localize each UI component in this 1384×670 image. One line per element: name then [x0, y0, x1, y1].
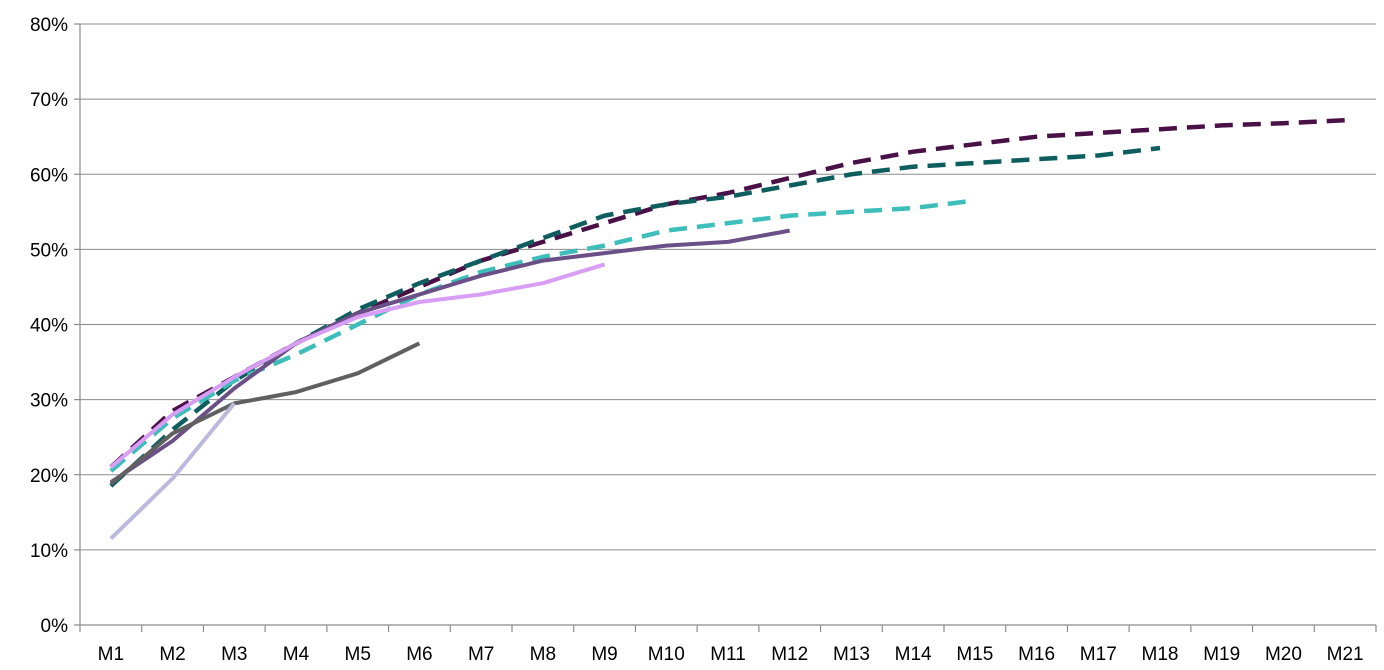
x-tick-label: M6 [406, 644, 432, 665]
axes [74, 23, 1377, 632]
x-tick-label: M15 [956, 644, 993, 665]
x-tick-label: M4 [283, 644, 310, 665]
x-tick-label: M21 [1327, 644, 1364, 665]
x-tick-label: M8 [530, 644, 556, 665]
x-tick-label: M1 [98, 644, 124, 665]
x-tick-label: M12 [771, 644, 808, 665]
x-tick-label: M13 [833, 644, 870, 665]
y-axis-tick-labels: 0% 10% 20% 30% 40% 50% 60% 70% 80% [30, 15, 68, 637]
y-tick-label: 50% [30, 240, 68, 261]
y-tick-label: 80% [30, 15, 68, 36]
series-line-4 [109, 228, 791, 484]
y-tick-label: 20% [30, 466, 68, 487]
series-line-7 [109, 402, 236, 541]
y-tick-label: 60% [30, 165, 68, 186]
x-tick-label: M7 [468, 644, 494, 665]
x-tick-label: M16 [1018, 644, 1055, 665]
series-line-6 [109, 341, 421, 486]
y-tick-label: 70% [30, 90, 68, 111]
series-line-2 [109, 145, 1161, 488]
x-tick-label: M20 [1265, 644, 1302, 665]
x-tick-label: M3 [221, 644, 247, 665]
x-axis-tick-labels: M1 M2 M3 M4 M5 M6 M7 M8 M9 M10 M11 M12 M13 M14 M15 M16 M… [98, 644, 1364, 665]
x-tick-label: M10 [648, 644, 685, 665]
series-line-1 [109, 117, 1346, 469]
y-tick-label: 40% [30, 316, 68, 337]
y-tick-label: 10% [30, 541, 68, 562]
x-tick-label: M9 [591, 644, 617, 665]
x-tick-label: M2 [159, 644, 185, 665]
x-tick-label: M19 [1203, 644, 1240, 665]
y-tick-label: 0% [41, 616, 69, 637]
x-tick-label: M14 [895, 644, 932, 665]
x-tick-label: M17 [1080, 644, 1117, 665]
x-tick-label: M11 [710, 644, 746, 665]
series-group [109, 117, 1346, 541]
y-tick-label: 30% [30, 391, 68, 412]
x-tick-label: M5 [345, 644, 371, 665]
series-line-5 [109, 262, 606, 469]
gridlines [80, 23, 1376, 551]
x-tick-label: M18 [1142, 644, 1179, 665]
